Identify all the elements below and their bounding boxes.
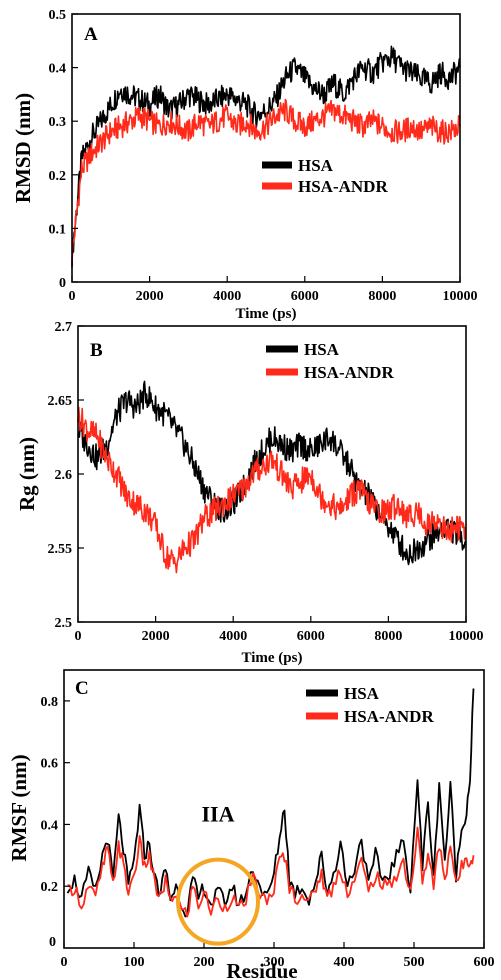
series-line-hsa-andr	[71, 98, 461, 263]
y-tick-label: 2.7	[55, 320, 73, 335]
series-line-hsa	[66, 688, 475, 918]
y-tick-label: 0	[59, 276, 66, 291]
x-tick-label: 4000	[213, 289, 241, 304]
y-axis-label: Rg (nm)	[15, 437, 39, 511]
x-tick-label: 6000	[291, 289, 319, 304]
y-tick-label: 0.3	[49, 115, 67, 130]
y-tick-label: 0.5	[49, 8, 67, 23]
y-tick-label: 0.4	[49, 62, 67, 77]
y-tick-label: 0.2	[41, 880, 59, 895]
x-tick-label: 300	[264, 955, 285, 970]
x-tick-label: 10000	[443, 289, 478, 304]
x-tick-label: 8000	[368, 289, 396, 304]
x-axis-label: Time (ps)	[236, 306, 297, 322]
y-tick-label: 0.4	[41, 818, 59, 833]
series-line-hsa	[77, 380, 467, 566]
y-tick-label: 2.5	[55, 616, 73, 631]
panel-c-rmsf: 0 100 200 300 400 500 600 0.2 0.4 0.6 0.8 0 C Resid…	[7, 669, 495, 980]
x-tick-label: 100	[124, 955, 145, 970]
legend: HSA HSA-ANDR	[306, 684, 434, 726]
series-line-hsa-andr	[67, 826, 475, 918]
panel-label: C	[75, 678, 89, 699]
y-tick-label: 2.55	[48, 542, 73, 557]
panel-b-rg: 0 2000 4000 6000 8000 100002.52.552.62.652.7 …	[15, 320, 484, 666]
y-tick-label: 0.8	[41, 695, 59, 710]
legend-label-hsa-andr: HSA-ANDR	[304, 363, 394, 382]
annotation-label: IIA	[201, 801, 234, 826]
x-axis-label: Residue	[226, 959, 297, 980]
x-tick-label: 0	[61, 955, 68, 970]
y-tick-label: 0	[49, 935, 56, 950]
x-tick-label: 0	[69, 289, 76, 304]
panel-a-rmsd: 0 2000 4000 6000 8000 10000 0 0.1 0.2 0.3 0.4 0.5 A…	[11, 8, 478, 322]
legend: HSA HSA-ANDR	[262, 156, 388, 196]
y-axis-label: RMSF (nm)	[7, 754, 31, 861]
panel-label: A	[84, 24, 98, 45]
x-tick-label: 2000	[142, 629, 170, 644]
panel-label: B	[90, 340, 103, 361]
y-tick-label: 0.2	[49, 169, 67, 184]
x-tick-label: 0	[75, 629, 82, 644]
legend-label-hsa: HSA	[344, 684, 380, 703]
x-tick-label: 500	[404, 955, 425, 970]
x-tick-label: 200	[194, 955, 215, 970]
x-tick-label: 6000	[297, 629, 325, 644]
x-axis-label: Time (ps)	[242, 650, 303, 666]
x-tick-label: 4000	[219, 629, 247, 644]
highlight-circle	[176, 857, 260, 946]
x-tick-label: 8000	[374, 629, 402, 644]
series-line-hsa-andr	[77, 406, 467, 574]
x-tick-label: 400	[334, 955, 355, 970]
y-axis-label: RMSD (nm)	[11, 93, 35, 203]
y-tick-label: 2.6	[55, 468, 73, 483]
y-tick-label: 2.65	[48, 394, 73, 409]
plot-frame	[71, 13, 461, 283]
y-tick-label: 0.6	[41, 757, 59, 772]
x-tick-label: 10000	[449, 629, 484, 644]
legend-label-hsa-andr: HSA-ANDR	[344, 707, 434, 726]
legend: HSA HSA-ANDR	[266, 340, 394, 382]
legend-label-hsa: HSA	[298, 156, 334, 175]
y-tick-label: 0.1	[49, 222, 67, 237]
x-tick-label: 600	[474, 955, 495, 970]
x-tick-label: 2000	[136, 289, 164, 304]
legend-label-hsa-andr: HSA-ANDR	[298, 177, 388, 196]
legend-label-hsa: HSA	[304, 340, 340, 359]
series-line-hsa	[71, 45, 461, 268]
